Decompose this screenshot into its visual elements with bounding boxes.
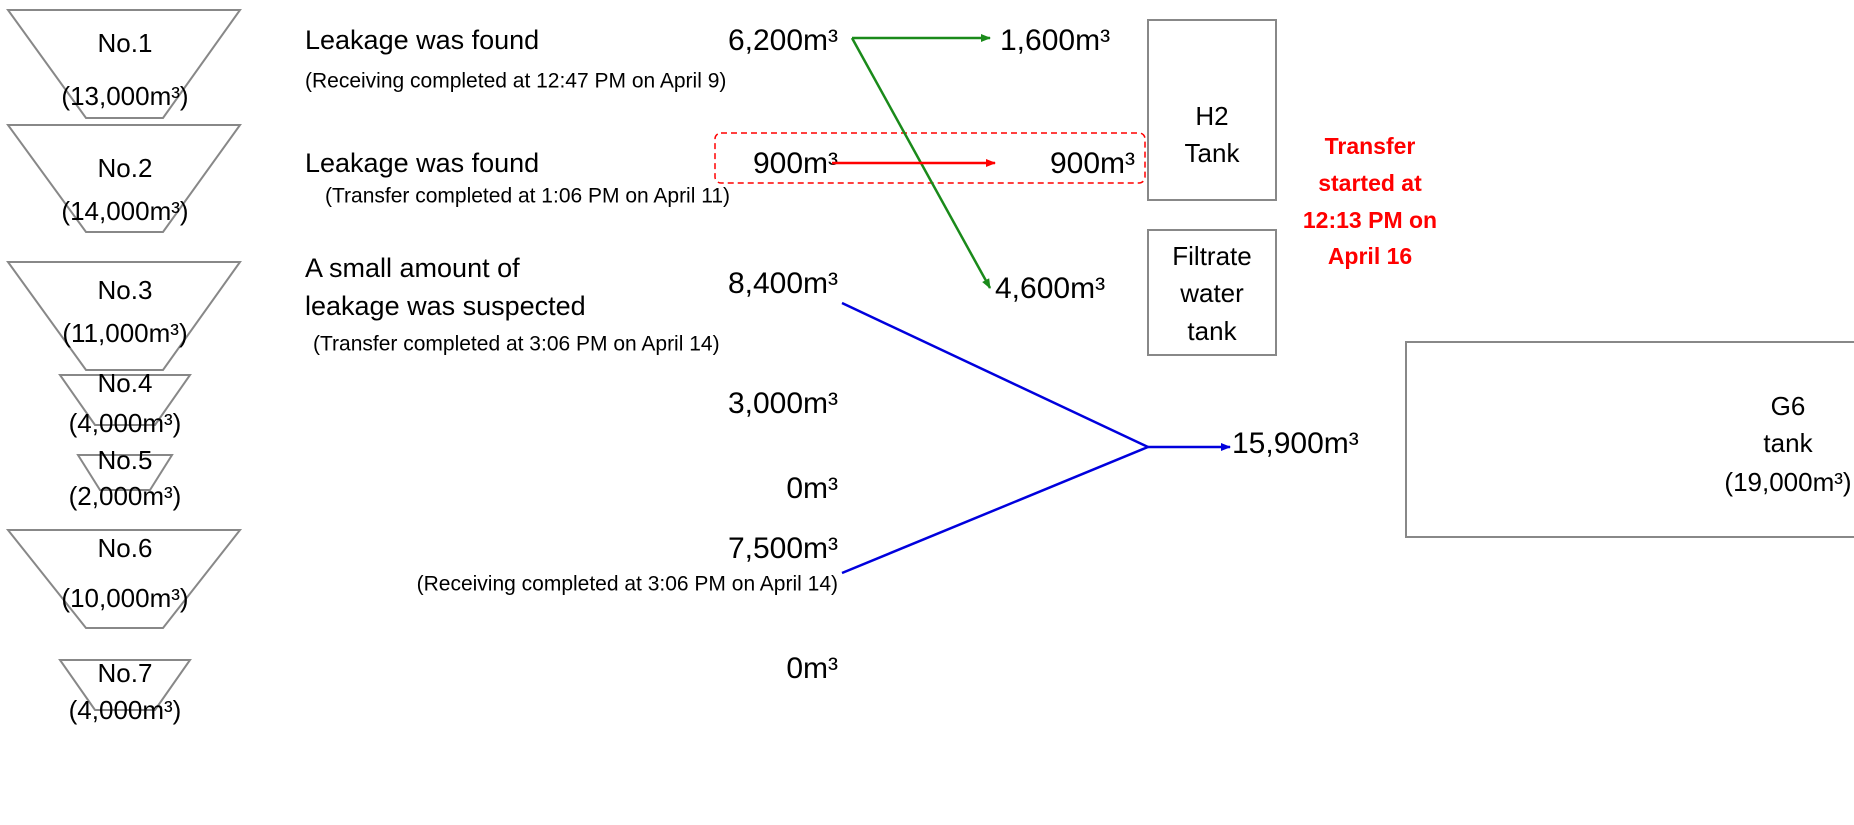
reservoir-capacity: (4,000m³) [69, 408, 182, 438]
tank-label: (19,000m³) [1724, 467, 1851, 497]
destination-volume: 1,600m³ [1000, 24, 1110, 57]
tank-label: Filtrate [1172, 241, 1251, 271]
tank-box [1147, 19, 1277, 201]
arrow [841, 445, 1149, 575]
volume: 8,400m³ [728, 267, 838, 300]
reservoir-name: No.2 [98, 153, 153, 183]
destination-volume: 15,900m³ [1232, 427, 1359, 460]
status-note: (Receiving completed at 12:47 PM on Apri… [305, 70, 726, 93]
volume: 7,500m³ [728, 532, 838, 565]
annotation: Transfer [1325, 133, 1416, 159]
status-note: (Transfer completed at 1:06 PM on April … [325, 185, 730, 208]
status: leakage was suspected [305, 291, 586, 321]
annotation: started at [1318, 170, 1422, 196]
status-note: (Transfer completed at 3:06 PM on April … [313, 333, 720, 356]
status: Leakage was found [305, 148, 539, 178]
reservoir-capacity: (2,000m³) [69, 481, 182, 511]
reservoir-capacity: (11,000m³) [62, 318, 187, 348]
tank-label: tank [1763, 428, 1813, 458]
reservoir-name: No.3 [98, 275, 153, 305]
reservoir-capacity: (4,000m³) [69, 695, 182, 725]
highlight-box [714, 132, 1146, 184]
reservoir-shape [76, 454, 174, 491]
tank-label: tank [1187, 316, 1237, 346]
destination-volume: 4,600m³ [995, 272, 1105, 305]
reservoir-shape [6, 124, 242, 233]
reservoir-name: No.1 [98, 28, 153, 58]
status: Leakage was found [305, 25, 539, 55]
tank-box [1405, 341, 1854, 538]
annotation: April 16 [1328, 243, 1412, 269]
volume: 0m³ [786, 652, 838, 685]
reservoir-capacity: (13,000m³) [61, 81, 188, 111]
tank-box [1147, 229, 1277, 356]
reservoir-capacity: (10,000m³) [61, 583, 188, 613]
arrow [841, 301, 1149, 449]
reservoir-shape [6, 9, 242, 119]
reservoir-capacity: (14,000m³) [61, 196, 188, 226]
volume: 0m³ [786, 472, 838, 505]
reservoir-name: No.6 [98, 533, 153, 563]
volume: 3,000m³ [728, 387, 838, 420]
reservoir-shape [58, 659, 192, 711]
volume: 6,200m³ [728, 24, 838, 57]
reservoir-shape [58, 374, 192, 426]
reservoir-shape [6, 261, 242, 371]
status-note: (Receiving completed at 3:06 PM on April… [417, 573, 838, 596]
reservoir-name: No.7 [98, 658, 153, 688]
reservoir-name: No.4 [98, 368, 153, 398]
destination-volume: 900m³ [1050, 147, 1135, 180]
reservoir-name: No.5 [98, 445, 153, 475]
reservoir-shape [5, 529, 243, 629]
tank-label: H2 [1195, 101, 1228, 131]
tank-label: Tank [1185, 138, 1241, 168]
tank-label: G6 [1771, 391, 1806, 421]
annotation: 12:13 PM on [1303, 207, 1437, 233]
volume: 900m³ [753, 147, 838, 180]
tank-label: water [1179, 278, 1244, 308]
status: A small amount of [305, 253, 520, 283]
